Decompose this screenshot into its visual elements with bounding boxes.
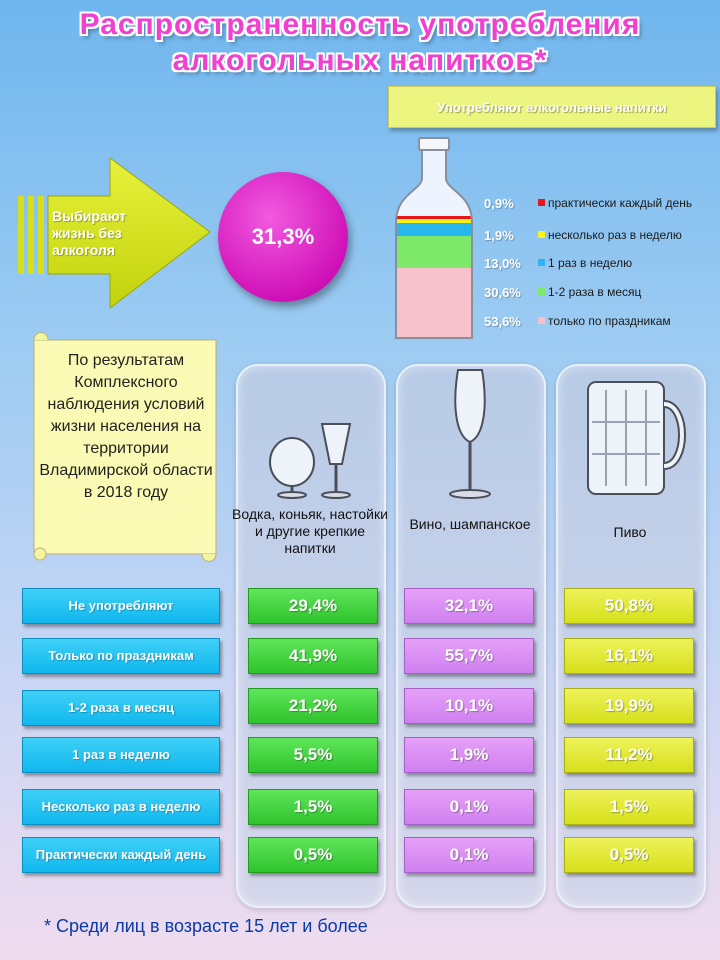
legend-swatch bbox=[538, 199, 545, 206]
consumers-label: Употребляют алкогольные напитки bbox=[388, 86, 716, 128]
cell-spirits: 21,2% bbox=[248, 688, 378, 724]
cell-wine: 55,7% bbox=[404, 638, 534, 674]
cell-beer: 1,5% bbox=[564, 789, 694, 825]
beer-mug-icon bbox=[587, 381, 686, 495]
cell-spirits: 41,9% bbox=[248, 638, 378, 674]
legend-label: 1 раз в неделю bbox=[548, 256, 633, 270]
cell-spirits: 0,5% bbox=[248, 837, 378, 873]
legend-pct: 13,0% bbox=[484, 256, 521, 271]
wine-glass-icon bbox=[449, 369, 491, 499]
column-label-beer: Пиво bbox=[613, 524, 647, 540]
cell-beer: 50,8% bbox=[564, 588, 694, 624]
legend-label: несколько раз в неделю bbox=[548, 228, 682, 242]
legend-swatch bbox=[538, 259, 545, 266]
row-label: Не употребляют bbox=[22, 588, 220, 624]
arrow-icon bbox=[18, 157, 211, 310]
bottle-icon bbox=[395, 137, 473, 339]
cell-spirits: 29,4% bbox=[248, 588, 378, 624]
legend-label: только по праздникам bbox=[548, 314, 671, 328]
abstain-percent-circle: 31,3% bbox=[218, 172, 348, 302]
footnote: * Среди лиц в возрасте 15 лет и более bbox=[44, 916, 368, 936]
legend-pct: 53,6% bbox=[484, 314, 521, 329]
cell-spirits: 5,5% bbox=[248, 737, 378, 773]
cell-beer: 19,9% bbox=[564, 688, 694, 724]
cell-beer: 16,1% bbox=[564, 638, 694, 674]
cell-wine: 32,1% bbox=[404, 588, 534, 624]
abstain-text: Выбирают жизнь без алкоголя bbox=[52, 208, 127, 258]
row-label: Несколько раз в неделю bbox=[22, 789, 220, 825]
legend-pct: 0,9% bbox=[484, 196, 514, 211]
legend-swatch bbox=[538, 231, 545, 238]
row-label: Практически каждый день bbox=[22, 837, 220, 873]
cell-wine: 0,1% bbox=[404, 789, 534, 825]
column-label-wine: Вино, шампанское bbox=[409, 516, 531, 532]
row-label: 1-2 раза в месяц bbox=[22, 690, 220, 726]
cell-wine: 10,1% bbox=[404, 688, 534, 724]
scroll-icon bbox=[33, 332, 217, 562]
title-line-2-text: алкогольных напитков bbox=[172, 44, 535, 77]
legend-pct: 1,9% bbox=[484, 228, 514, 243]
legend-label: практически каждый день bbox=[548, 196, 693, 210]
abstain-percent: 31,3% bbox=[251, 224, 315, 249]
source-note-text: По результатам Комплексного наблюдения у… bbox=[39, 352, 213, 501]
cell-spirits: 1,5% bbox=[248, 789, 378, 825]
spirits-glasses-icon bbox=[269, 423, 352, 499]
page-title-line-2: алкогольных напитков* bbox=[0, 44, 720, 78]
row-label: Только по праздникам bbox=[22, 638, 220, 674]
title-asterisk: * bbox=[534, 44, 548, 77]
legend-label: 1-2 раза в месяц bbox=[548, 285, 642, 299]
legend-swatch bbox=[538, 317, 545, 324]
column-label-spirits: Водка, коньяк, настойки и другие крепкие… bbox=[232, 506, 388, 556]
cell-beer: 0,5% bbox=[564, 837, 694, 873]
cell-wine: 1,9% bbox=[404, 737, 534, 773]
legend-swatch bbox=[538, 288, 545, 295]
source-note: По результатам Комплексного наблюдения у… bbox=[28, 332, 224, 564]
page-title-line-1: Распространенность употребления bbox=[79, 8, 641, 41]
row-label: 1 раз в неделю bbox=[22, 737, 220, 773]
legend-pct: 30,6% bbox=[484, 285, 521, 300]
cell-wine: 0,1% bbox=[404, 837, 534, 873]
cell-beer: 11,2% bbox=[564, 737, 694, 773]
